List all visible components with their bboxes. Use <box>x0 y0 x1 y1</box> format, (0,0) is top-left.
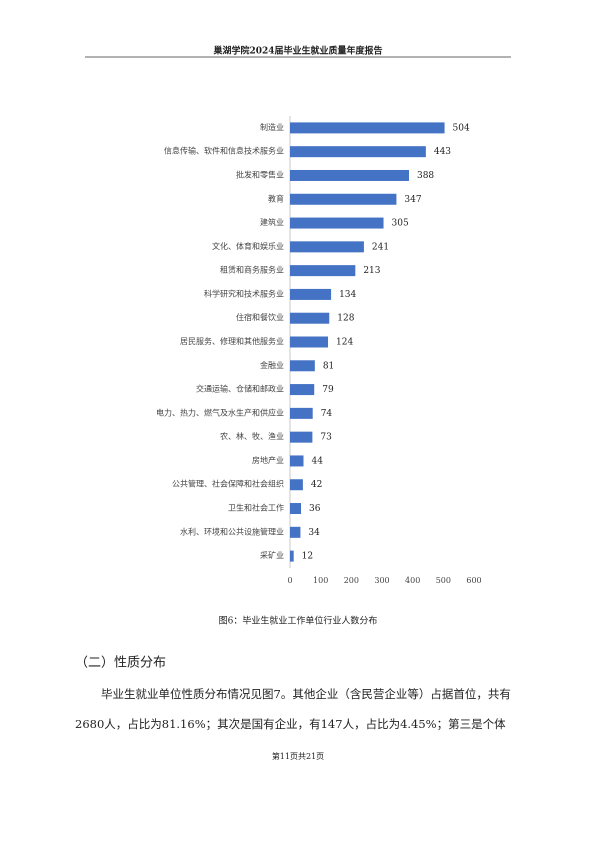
data-label: 81 <box>323 361 334 371</box>
y-tick-label: 卫生和社会工作 <box>228 503 284 513</box>
x-tick-label: 300 <box>374 576 389 585</box>
data-label: 388 <box>417 171 434 181</box>
bar <box>290 146 426 158</box>
paragraph-line: 毕业生就业单位性质分布情况见图7。其他企业（含民营企业等）占据首位，共有 <box>101 687 511 701</box>
data-label: 347 <box>404 195 421 205</box>
data-label: 134 <box>339 290 356 300</box>
bar <box>290 169 409 181</box>
y-tick-label: 房地产业 <box>252 455 284 465</box>
bar <box>290 360 315 372</box>
paragraph-line: 2680人，占比为81.16%；其次是国有企业，有147人，占比为4.45%；第… <box>75 717 506 731</box>
bar <box>290 479 303 491</box>
footer: 第11页共21页 <box>272 751 324 761</box>
bar <box>290 241 364 253</box>
y-tick-label: 采矿业 <box>260 550 284 560</box>
bar <box>290 431 313 443</box>
y-tick-label: 交通运输、仓储和邮政业 <box>196 384 284 394</box>
y-tick-label: 文化、体育和娱乐业 <box>212 241 284 251</box>
bar <box>290 312 330 324</box>
x-tick-label: 400 <box>405 576 420 585</box>
data-label: 213 <box>363 266 380 276</box>
data-label: 36 <box>309 504 321 514</box>
data-label: 128 <box>337 314 354 324</box>
y-tick-label: 租赁和商务服务业 <box>220 265 284 275</box>
bar <box>290 336 329 348</box>
data-label: 504 <box>453 123 470 133</box>
y-tick-label: 批发和零售业 <box>236 169 284 179</box>
x-tick-label: 100 <box>313 576 328 585</box>
x-tick-label: 200 <box>344 576 359 585</box>
y-tick-label: 科学研究和技术服务业 <box>204 288 284 298</box>
bar <box>290 407 313 419</box>
data-label: 124 <box>336 338 353 348</box>
data-label: 42 <box>311 480 322 490</box>
bar <box>290 288 332 300</box>
bar <box>290 122 445 134</box>
data-label: 73 <box>320 433 332 443</box>
header-title: 巢湖学院2024届毕业生就业质量年度报告 <box>212 45 382 57</box>
y-tick-label: 农、林、牧、渔业 <box>220 431 284 441</box>
y-tick-label: 电力、热力、燃气及水生产和供应业 <box>156 407 284 417</box>
x-tick-label: 500 <box>436 576 451 585</box>
data-label: 443 <box>434 147 451 157</box>
data-label: 241 <box>372 242 389 252</box>
y-tick-label: 金融业 <box>260 360 284 370</box>
y-tick-label: 水利、环境和公共设施管理业 <box>180 526 284 536</box>
data-label: 79 <box>322 385 334 395</box>
bar <box>290 217 384 229</box>
y-tick-label: 制造业 <box>260 122 284 132</box>
bar <box>290 550 294 562</box>
y-tick-label: 住宿和餐饮业 <box>236 312 284 322</box>
y-tick-label: 居民服务、修理和其他服务业 <box>180 336 284 346</box>
section-title: （二）性质分布 <box>75 656 166 671</box>
data-label: 44 <box>311 456 323 466</box>
data-label: 74 <box>321 409 333 419</box>
data-label: 305 <box>392 219 409 229</box>
y-tick-label: 公共管理、社会保障和社会组织 <box>172 479 284 489</box>
x-tick-label: 600 <box>466 576 481 585</box>
y-tick-label: 建筑业 <box>260 217 284 227</box>
caption: 图6：毕业生就业工作单位行业人数分布 <box>219 615 378 627</box>
bar <box>290 526 301 538</box>
bar <box>290 193 397 205</box>
data-label: 12 <box>302 552 313 562</box>
x-tick-label: 0 <box>287 576 292 585</box>
bar <box>290 384 315 396</box>
y-tick-label: 信息传输、软件和信息技术服务业 <box>164 146 284 156</box>
bar <box>290 503 302 515</box>
bar <box>290 265 356 277</box>
data-label: 34 <box>308 528 320 538</box>
y-tick-label: 教育 <box>268 193 284 203</box>
bar <box>290 455 304 467</box>
